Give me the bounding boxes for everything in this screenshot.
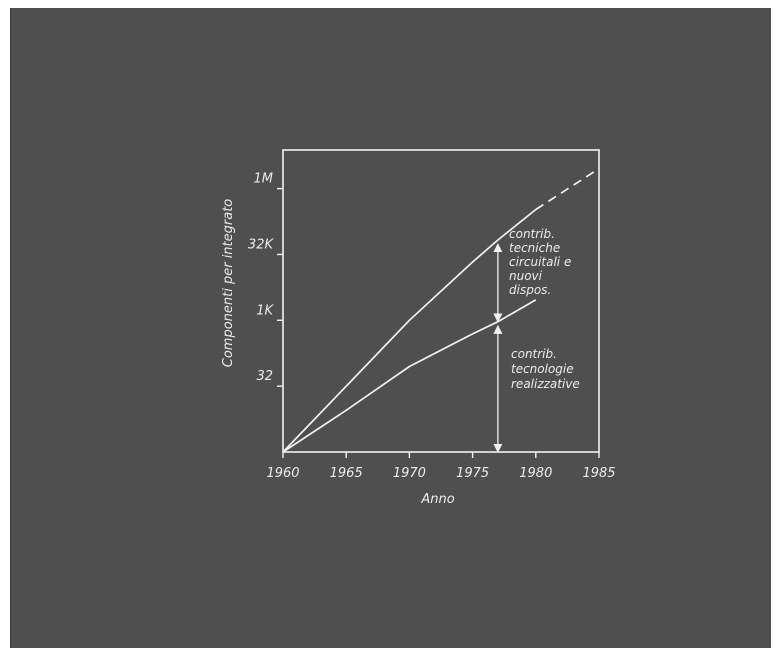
y-axis-label: Componenti per integrato <box>221 199 236 368</box>
x-tick-label-1960: 1960 <box>266 466 299 481</box>
x-tick-label-1980: 1980 <box>519 466 552 481</box>
annotation-1-line-0: contrib. <box>511 347 557 361</box>
annotation-1-line-2: realizzative <box>511 377 580 391</box>
annotation-0-line-4: dispos. <box>509 283 551 297</box>
y-tick-label-32: 32 <box>256 369 273 384</box>
x-tick-label-1965: 1965 <box>330 466 363 481</box>
slide-background: 1960 1965 1970 1975 1980 1985 32 1K 32K 1M contri… <box>10 8 771 648</box>
chart: 1960 1965 1970 1975 1980 1985 32 1K 32K 1M contri… <box>221 149 616 507</box>
x-axis-label: Anno <box>420 492 454 507</box>
annotation-1-line-1: tecnologie <box>511 362 574 376</box>
plot-frame <box>282 149 600 453</box>
series-0-projection <box>535 167 600 211</box>
x-tick-label-1985: 1985 <box>582 466 615 481</box>
series-1-line <box>282 299 537 453</box>
y-tick-label-1M: 1M <box>254 172 274 187</box>
annotation-0-line-3: nuovi <box>509 269 543 283</box>
x-tick-label-1975: 1975 <box>456 466 489 481</box>
annotation-0-line-0: contrib. <box>509 227 555 241</box>
annotation-0-line-1: tecniche <box>509 241 560 255</box>
y-tick-label-32K: 32K <box>248 237 275 252</box>
y-tick-label-1K: 1K <box>256 303 274 318</box>
x-tick-label-1970: 1970 <box>393 466 426 481</box>
annotation-0-line-2: circuitali e <box>509 255 571 269</box>
series-0-line <box>282 208 537 453</box>
